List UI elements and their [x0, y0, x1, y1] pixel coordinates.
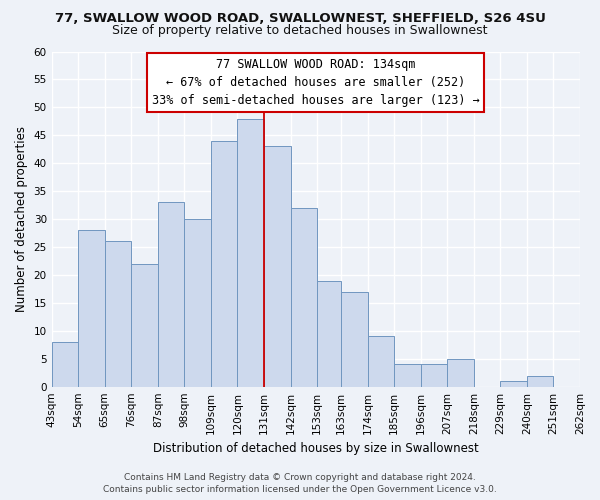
Text: 77, SWALLOW WOOD ROAD, SWALLOWNEST, SHEFFIELD, S26 4SU: 77, SWALLOW WOOD ROAD, SWALLOWNEST, SHEF… [55, 12, 545, 26]
Bar [78, 230, 105, 386]
Bar [211, 141, 238, 386]
Bar [52, 342, 78, 386]
Bar [158, 202, 184, 386]
Bar [105, 242, 131, 386]
Bar [421, 364, 448, 386]
Bar [131, 264, 158, 386]
Bar [238, 118, 264, 386]
Text: Size of property relative to detached houses in Swallownest: Size of property relative to detached ho… [112, 24, 488, 37]
Bar [317, 280, 341, 386]
Bar [184, 219, 211, 386]
Bar [341, 292, 368, 386]
X-axis label: Distribution of detached houses by size in Swallownest: Distribution of detached houses by size … [153, 442, 479, 455]
Text: 77 SWALLOW WOOD ROAD: 134sqm
← 67% of detached houses are smaller (252)
33% of s: 77 SWALLOW WOOD ROAD: 134sqm ← 67% of de… [152, 58, 480, 107]
Bar [527, 376, 553, 386]
Bar [394, 364, 421, 386]
Bar [290, 208, 317, 386]
Text: Contains HM Land Registry data © Crown copyright and database right 2024.
Contai: Contains HM Land Registry data © Crown c… [103, 472, 497, 494]
Bar [368, 336, 394, 386]
Bar [500, 381, 527, 386]
Bar [448, 358, 474, 386]
Bar [264, 146, 290, 386]
Y-axis label: Number of detached properties: Number of detached properties [15, 126, 28, 312]
